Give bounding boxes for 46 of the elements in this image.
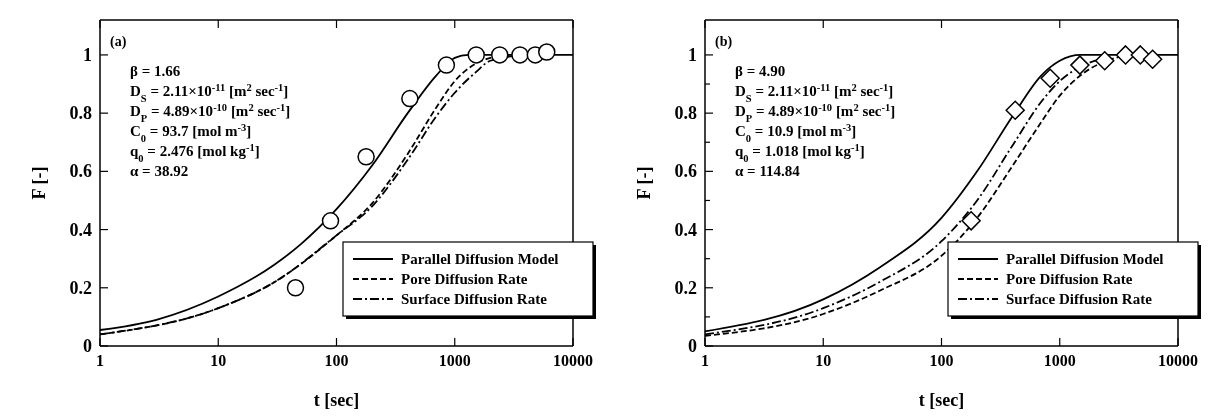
y-tick-label: 0 <box>688 336 697 356</box>
x-tick-label: 100 <box>324 352 349 369</box>
legend-label: Surface Diffusion Rate <box>401 291 548 307</box>
y-tick-label: 0.4 <box>69 219 92 240</box>
x-tick-label: 10000 <box>1158 352 1198 369</box>
y-tick-label: 0.6 <box>674 161 697 182</box>
x-tick-label: 1 <box>701 352 709 369</box>
y-tick-label: 1 <box>688 44 697 65</box>
y-axis-title: F [-] <box>29 166 49 200</box>
x-tick-label: 100 <box>929 352 954 369</box>
annotation: q$_{0}$ = 1.018 [mol kg$^{-1}$] <box>735 141 865 164</box>
text: D$_{P}$ = 4.89×10$^{-10}$ [m$^{2}$ sec$^{-1}$] <box>130 101 291 124</box>
y-tick-label: 0.8 <box>674 103 697 124</box>
annotation: α = 114.84 <box>735 163 801 179</box>
x-tick-label: 1000 <box>438 352 471 369</box>
y-tick-label: 0.6 <box>69 161 92 182</box>
x-axis-title: t [sec] <box>918 390 965 410</box>
x-tick-label: 10000 <box>553 352 593 369</box>
annotation: q$_{0}$ = 2.476 [mol kg$^{-1}$] <box>130 141 260 164</box>
annotation: (a) <box>110 34 127 50</box>
y-axis-title: F [-] <box>634 166 654 200</box>
annotation: (b) <box>715 34 733 50</box>
y-tick-label: 0.4 <box>674 219 697 240</box>
annotation: C$_{0}$ = 93.7 [mol m$^{-3}$] <box>130 121 252 144</box>
legend-label: Parallel Diffusion Model <box>401 251 559 267</box>
text: D$_{S}$ = 2.11×10$^{-11}$ [m$^{2}$ sec$^{-1}$] <box>735 81 894 104</box>
y-tick-label: 0 <box>83 336 92 356</box>
y-tick-label: 0.2 <box>69 277 92 298</box>
y-tick-label: 1 <box>83 44 92 65</box>
legend-label: Pore Diffusion Rate <box>1006 271 1133 287</box>
text: D$_{P}$ = 4.89×10$^{-10}$ [m$^{2}$ sec$^{-1}$] <box>735 101 896 124</box>
x-tick-label: 10 <box>210 352 227 369</box>
annotation: α = 38.92 <box>130 163 189 179</box>
x-tick-label: 1000 <box>1043 352 1076 369</box>
annotation: β = 4.90 <box>735 63 786 79</box>
annotation: β = 1.66 <box>130 63 181 79</box>
annotation: C$_{0}$ = 10.9 [mol m$^{-3}$] <box>735 121 857 144</box>
legend-label: Surface Diffusion Rate <box>1006 291 1153 307</box>
y-tick-label: 0.8 <box>69 103 92 124</box>
x-tick-label: 10 <box>815 352 832 369</box>
x-tick-label: 1 <box>96 352 104 369</box>
x-axis-title: t [sec] <box>313 390 360 410</box>
text: D$_{S}$ = 2.11×10$^{-11}$ [m$^{2}$ sec$^{-1}$] <box>130 81 289 104</box>
legend-label: Parallel Diffusion Model <box>1006 251 1164 267</box>
legend-label: Pore Diffusion Rate <box>401 271 528 287</box>
y-tick-label: 0.2 <box>674 277 697 298</box>
